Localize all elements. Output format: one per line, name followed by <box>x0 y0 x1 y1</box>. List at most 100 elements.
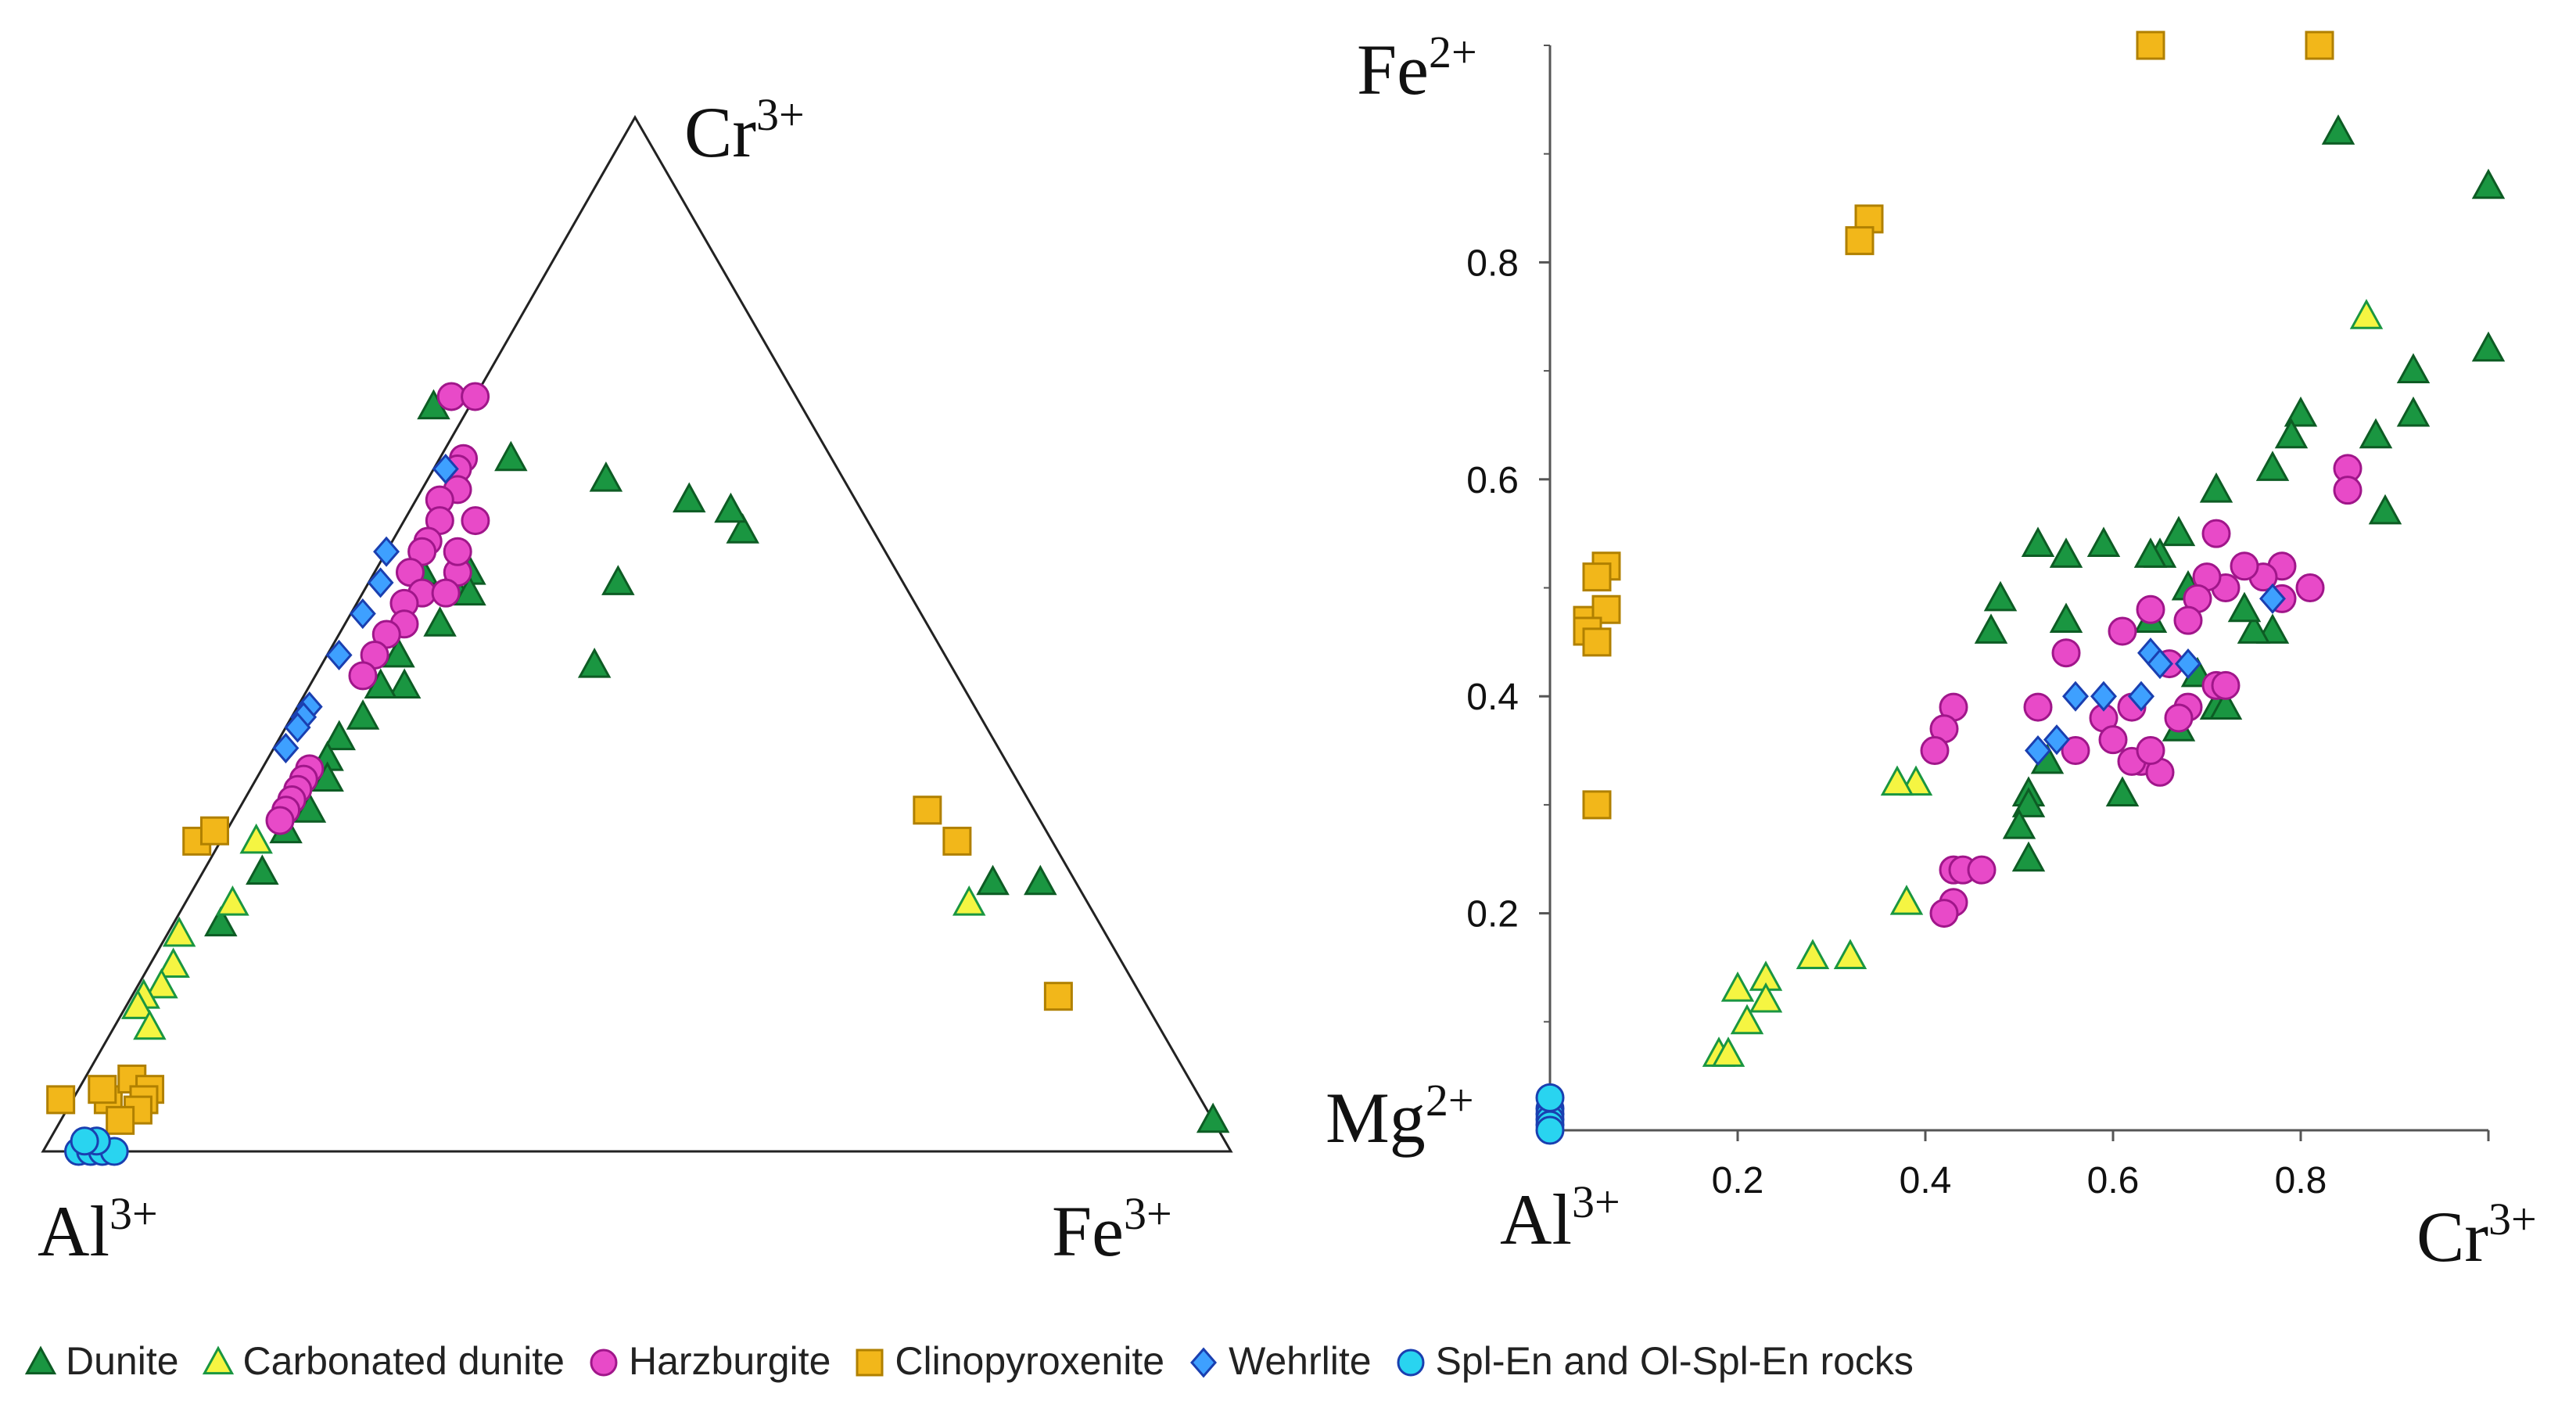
legend-swatch <box>1397 1349 1425 1377</box>
scatter-point-carbonated-dunite <box>1880 765 1914 796</box>
scatter-point-dunite <box>2021 526 2055 557</box>
ternary-point-dunite <box>346 699 380 730</box>
scatter-point-carbonated-dunite <box>1889 885 1924 915</box>
circle-marker-icon <box>1397 1349 1425 1377</box>
ternary-point-harzburgite <box>461 506 490 536</box>
ternary-point-harzburgite <box>265 806 295 835</box>
scatter-point-dunite <box>1974 613 2008 644</box>
ternary-point-wehrlite <box>284 712 311 743</box>
legend-label: Wehrlite <box>1229 1339 1372 1383</box>
y-tick-label: 0.8 <box>1466 242 1519 284</box>
scatter-plot: 0.2 0.4 0.6 0.80.20.40.60.8 Fe2+ Mg2+ Al3+ … <box>1326 27 2537 1277</box>
x-tick-label: 0.6 <box>2087 1160 2140 1201</box>
y-tick-label: 0.2 <box>1466 894 1519 936</box>
square-marker-icon <box>856 1349 884 1377</box>
legend-label: Carbonated dunite <box>242 1339 565 1383</box>
ternary-point-wehrlite <box>272 732 300 763</box>
ternary-point-clinopyroxenite <box>88 1075 117 1104</box>
scatter-point-harzburgite <box>2201 519 2231 548</box>
scatter-point-clinopyroxenite <box>1845 226 1875 256</box>
scatter-point-harzburgite <box>2108 616 2137 646</box>
scatter-point-carbonated-dunite <box>1711 1036 1745 1067</box>
scatter-point-dunite <box>2359 418 2393 449</box>
ternary-point-dunite <box>1024 864 1057 896</box>
ternary-point-clinopyroxenite <box>1043 982 1073 1011</box>
diamond-marker-icon <box>1190 1347 1218 1378</box>
scatter-point-harzburgite <box>2098 725 2128 755</box>
legend-item-carbonated-dunite: Carbonated dunite <box>201 1338 565 1384</box>
scatter-point-wehrlite <box>2043 724 2070 756</box>
ternary-plot: Al3+ Cr3+ Fe3+ <box>38 89 1233 1271</box>
scatter-point-wehrlite <box>2147 648 2173 680</box>
ternary-point-wehrlite <box>325 639 353 670</box>
ternary-point-dunite <box>726 513 759 544</box>
y-tick-label: 0.4 <box>1466 677 1519 718</box>
scatter-point-harzburgite <box>2023 692 2053 722</box>
ternary-point-dunite <box>1196 1102 1230 1133</box>
ternary-point-clinopyroxenite <box>913 795 942 825</box>
scatter-point-carbonated-dunite <box>1749 982 1783 1013</box>
ternary-point-wehrlite <box>373 536 400 567</box>
legend-label: Dunite <box>66 1339 179 1383</box>
scatter-point-harzburgite <box>1920 736 1950 766</box>
ternary-point-wehrlite <box>349 598 376 630</box>
scatter-point-wehrlite <box>2090 681 2117 712</box>
ternary-point-harzburgite <box>431 578 461 608</box>
ternary-point-dunite <box>382 637 415 668</box>
ternary-point-clinopyroxenite <box>106 1105 135 1135</box>
scatter-point-dunite <box>2284 396 2318 427</box>
ternary-points <box>46 382 1230 1166</box>
ternary-point-clinopyroxenite <box>46 1085 76 1115</box>
scatter-point-dunite <box>2396 353 2431 384</box>
scatter-point-clinopyroxenite <box>1582 627 1612 657</box>
scatter-point-dunite <box>2086 526 2121 557</box>
circle-marker-icon <box>590 1349 618 1377</box>
ternary-point-dunite <box>577 647 612 678</box>
scatter-point-carbonated-dunite <box>2349 299 2384 329</box>
legend-item-clinopyroxenite: Clinopyroxenite <box>852 1338 1164 1384</box>
scatter-point-harzburgite <box>2333 476 2363 505</box>
x-tick-label: 0.4 <box>1900 1160 1952 1201</box>
x-axis-right-label: Cr3+ <box>2416 1194 2537 1277</box>
ternary-point-carbonated-dunite <box>162 916 196 947</box>
scatter-point-wehrlite <box>2259 583 2286 614</box>
scatter-point-wehrlite <box>2175 648 2201 680</box>
scatter-point-harzburgite <box>2164 703 2194 733</box>
y-axis-top-label: Fe2+ <box>1357 27 1477 110</box>
ternary-point-carbonated-dunite <box>156 947 190 978</box>
scatter-point-dunite <box>2049 537 2083 568</box>
scatter-point-harzburgite <box>2136 594 2165 624</box>
legend-item-spl-en-and-ol-spl-en-rocks: Spl-En and Ol-Spl-En rocks <box>1394 1338 1914 1384</box>
scatter-point-carbonated-dunite <box>1796 939 1830 970</box>
scatter-point-dunite <box>2255 451 2290 481</box>
scatter-point-clinopyroxenite <box>1582 562 1612 592</box>
legend-item-harzburgite: Harzburgite <box>587 1338 831 1384</box>
scatter-point-harzburgite <box>2230 551 2259 581</box>
legend-label: Spl-En and Ol-Spl-En rocks <box>1435 1339 1914 1383</box>
ternary-point-carbonated-dunite <box>120 989 155 1019</box>
legend-swatch <box>202 1345 234 1375</box>
ternary-point-dunite <box>204 906 238 937</box>
legend-swatch <box>1190 1347 1218 1378</box>
scatter-point-dunite <box>2011 787 2046 817</box>
ternary-point-dunite <box>494 440 528 472</box>
scatter-point-harzburgite <box>1967 855 1997 885</box>
scatter-points <box>1535 31 2506 1145</box>
y-tick-label: 0.6 <box>1466 460 1519 501</box>
scatter-point-carbonated-dunite <box>1833 939 1867 970</box>
ternary-point-dunite <box>714 492 748 523</box>
scatter-point-harzburgite <box>2173 605 2203 635</box>
scatter-point-harzburgite <box>2051 638 2081 668</box>
scatter-point-dunite <box>2368 494 2402 525</box>
x-tick-label: 0.2 <box>1712 1160 1764 1201</box>
ternary-point-wehrlite <box>432 453 459 485</box>
ternary-point-dunite <box>453 575 486 606</box>
legend-swatch <box>856 1349 884 1377</box>
scatter-point-dunite <box>2199 472 2233 503</box>
ternary-point-dunite <box>589 461 623 492</box>
scatter-point-dunite <box>2471 331 2506 362</box>
ternary-point-clinopyroxenite <box>942 826 972 856</box>
scatter-point-wehrlite <box>2062 681 2089 712</box>
scatter-point-dunite <box>1983 580 2018 612</box>
scatter-point-carbonated-dunite <box>1720 971 1755 1002</box>
